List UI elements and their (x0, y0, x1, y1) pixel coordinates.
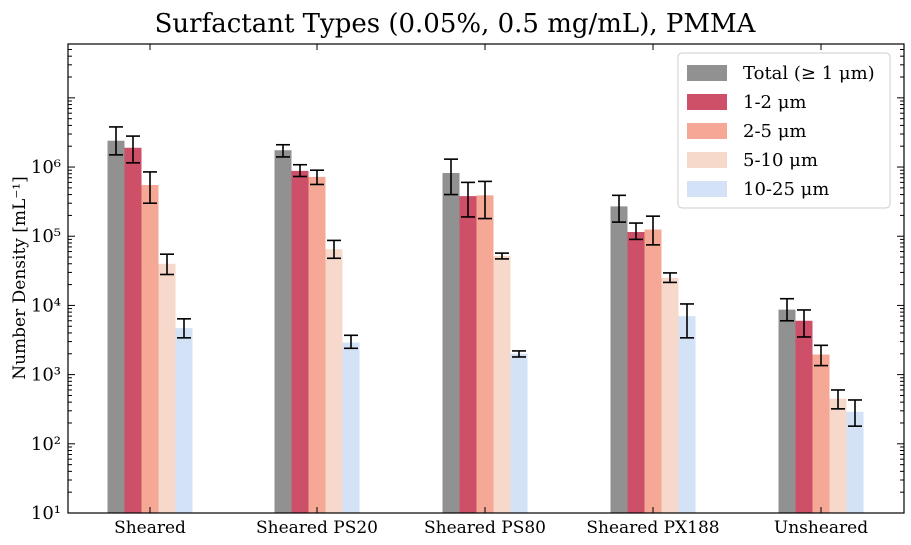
bar (291, 170, 309, 513)
bar (141, 185, 159, 513)
legend-label: 1-2 μm (743, 92, 806, 113)
legend-swatch (687, 123, 727, 139)
bar (610, 206, 628, 514)
x-tick-label: Unsheared (774, 518, 868, 538)
bar (308, 176, 326, 513)
x-tick-label: Sheared PS20 (256, 518, 378, 538)
bar (274, 150, 292, 514)
bar (627, 232, 645, 513)
bar (459, 196, 477, 513)
legend-swatch (687, 94, 727, 110)
bar (644, 229, 662, 513)
bar (829, 398, 847, 513)
bar (493, 255, 511, 514)
bar (442, 172, 460, 513)
bar (778, 309, 796, 513)
bar (107, 140, 125, 513)
x-tick-label: Sheared PS80 (424, 518, 546, 538)
legend-label: 5-10 μm (743, 150, 818, 171)
legend-label: 10-25 μm (743, 179, 829, 200)
y-axis-label: Number Density [mL⁻¹] (10, 176, 30, 380)
plot-area: 10¹ 10² 10³ 10⁴ 10⁵ 10⁶ Sheared Sheared PS20 She… (31, 43, 905, 538)
y-tick-label: 10² (31, 434, 61, 455)
bar (661, 277, 679, 513)
legend: Total (≥ 1 μm) 1-2 μm 2-5 μm 5-10 μm 10-25 μ… (677, 52, 891, 209)
legend-swatch (687, 152, 727, 168)
legend-swatch (687, 65, 727, 81)
axes-frame (67, 43, 905, 514)
bar (124, 147, 142, 513)
bar (158, 263, 176, 513)
x-tick-label: Sheared PX188 (586, 518, 719, 538)
legend-box (677, 52, 891, 209)
y-tick-label: 10⁵ (31, 226, 61, 247)
bar (846, 411, 864, 513)
legend-label: Total (≥ 1 μm) (743, 63, 875, 84)
y-tick-label: 10⁴ (31, 295, 61, 316)
bar (795, 320, 813, 513)
bar (342, 342, 360, 513)
chart-title: Surfactant Types (0.05%, 0.5 mg/mL), PMM… (155, 9, 757, 39)
bar (510, 353, 528, 513)
y-tick-label: 10³ (31, 365, 61, 386)
legend-swatch (687, 181, 727, 197)
bar (325, 249, 343, 513)
x-tick-label: Sheared (114, 518, 186, 538)
y-tick-label: 10⁶ (31, 157, 61, 178)
legend-label: 2-5 μm (743, 121, 806, 142)
bar (678, 316, 696, 513)
y-tick-label: 10¹ (31, 503, 61, 524)
bar (476, 195, 494, 514)
bar (175, 328, 193, 513)
bar (812, 354, 830, 513)
